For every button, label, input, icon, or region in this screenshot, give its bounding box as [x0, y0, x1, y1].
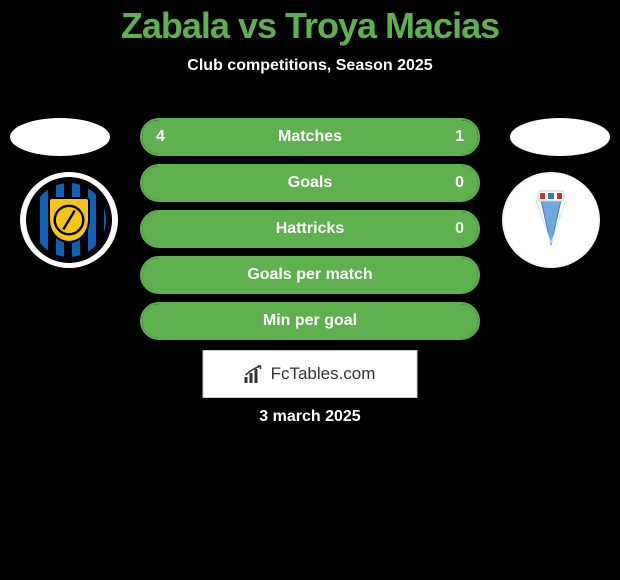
- stat-right-value: 1: [455, 128, 464, 146]
- idv-crest-icon: [26, 177, 112, 263]
- header: Zabala vs Troya Macias Club competitions…: [0, 0, 620, 75]
- stat-label: Goals per match: [247, 266, 372, 284]
- page-title: Zabala vs Troya Macias: [0, 5, 620, 47]
- uc-crest-icon: [516, 185, 586, 255]
- stat-bar-matches: 4 Matches 1: [140, 118, 480, 156]
- brand-badge[interactable]: FcTables.com: [203, 350, 418, 398]
- team-logo-right: [502, 172, 600, 268]
- stat-bar-goals: Goals 0: [140, 164, 480, 202]
- stat-label: Hattricks: [276, 220, 344, 238]
- page-subtitle: Club competitions, Season 2025: [0, 57, 620, 75]
- player-photo-right: [510, 118, 610, 156]
- stat-right-value: 0: [455, 220, 464, 238]
- stat-bar-min-per-goal: Min per goal: [140, 302, 480, 340]
- player-photo-left: [10, 118, 110, 156]
- team-logo-left: [20, 172, 118, 268]
- stat-left-value: 4: [156, 128, 165, 146]
- stat-bar-goals-per-match: Goals per match: [140, 256, 480, 294]
- stat-bar-hattricks: Hattricks 0: [140, 210, 480, 248]
- stat-label: Min per goal: [263, 312, 357, 330]
- stat-label: Matches: [278, 128, 342, 146]
- stat-label: Goals: [288, 174, 332, 192]
- chart-icon: [245, 365, 265, 383]
- stats-list: 4 Matches 1 Goals 0 Hattricks 0 Goals per match…: [140, 118, 480, 340]
- stat-right-value: 0: [455, 174, 464, 192]
- brand-label: FcTables.com: [271, 364, 376, 384]
- date-label: 3 march 2025: [0, 408, 620, 426]
